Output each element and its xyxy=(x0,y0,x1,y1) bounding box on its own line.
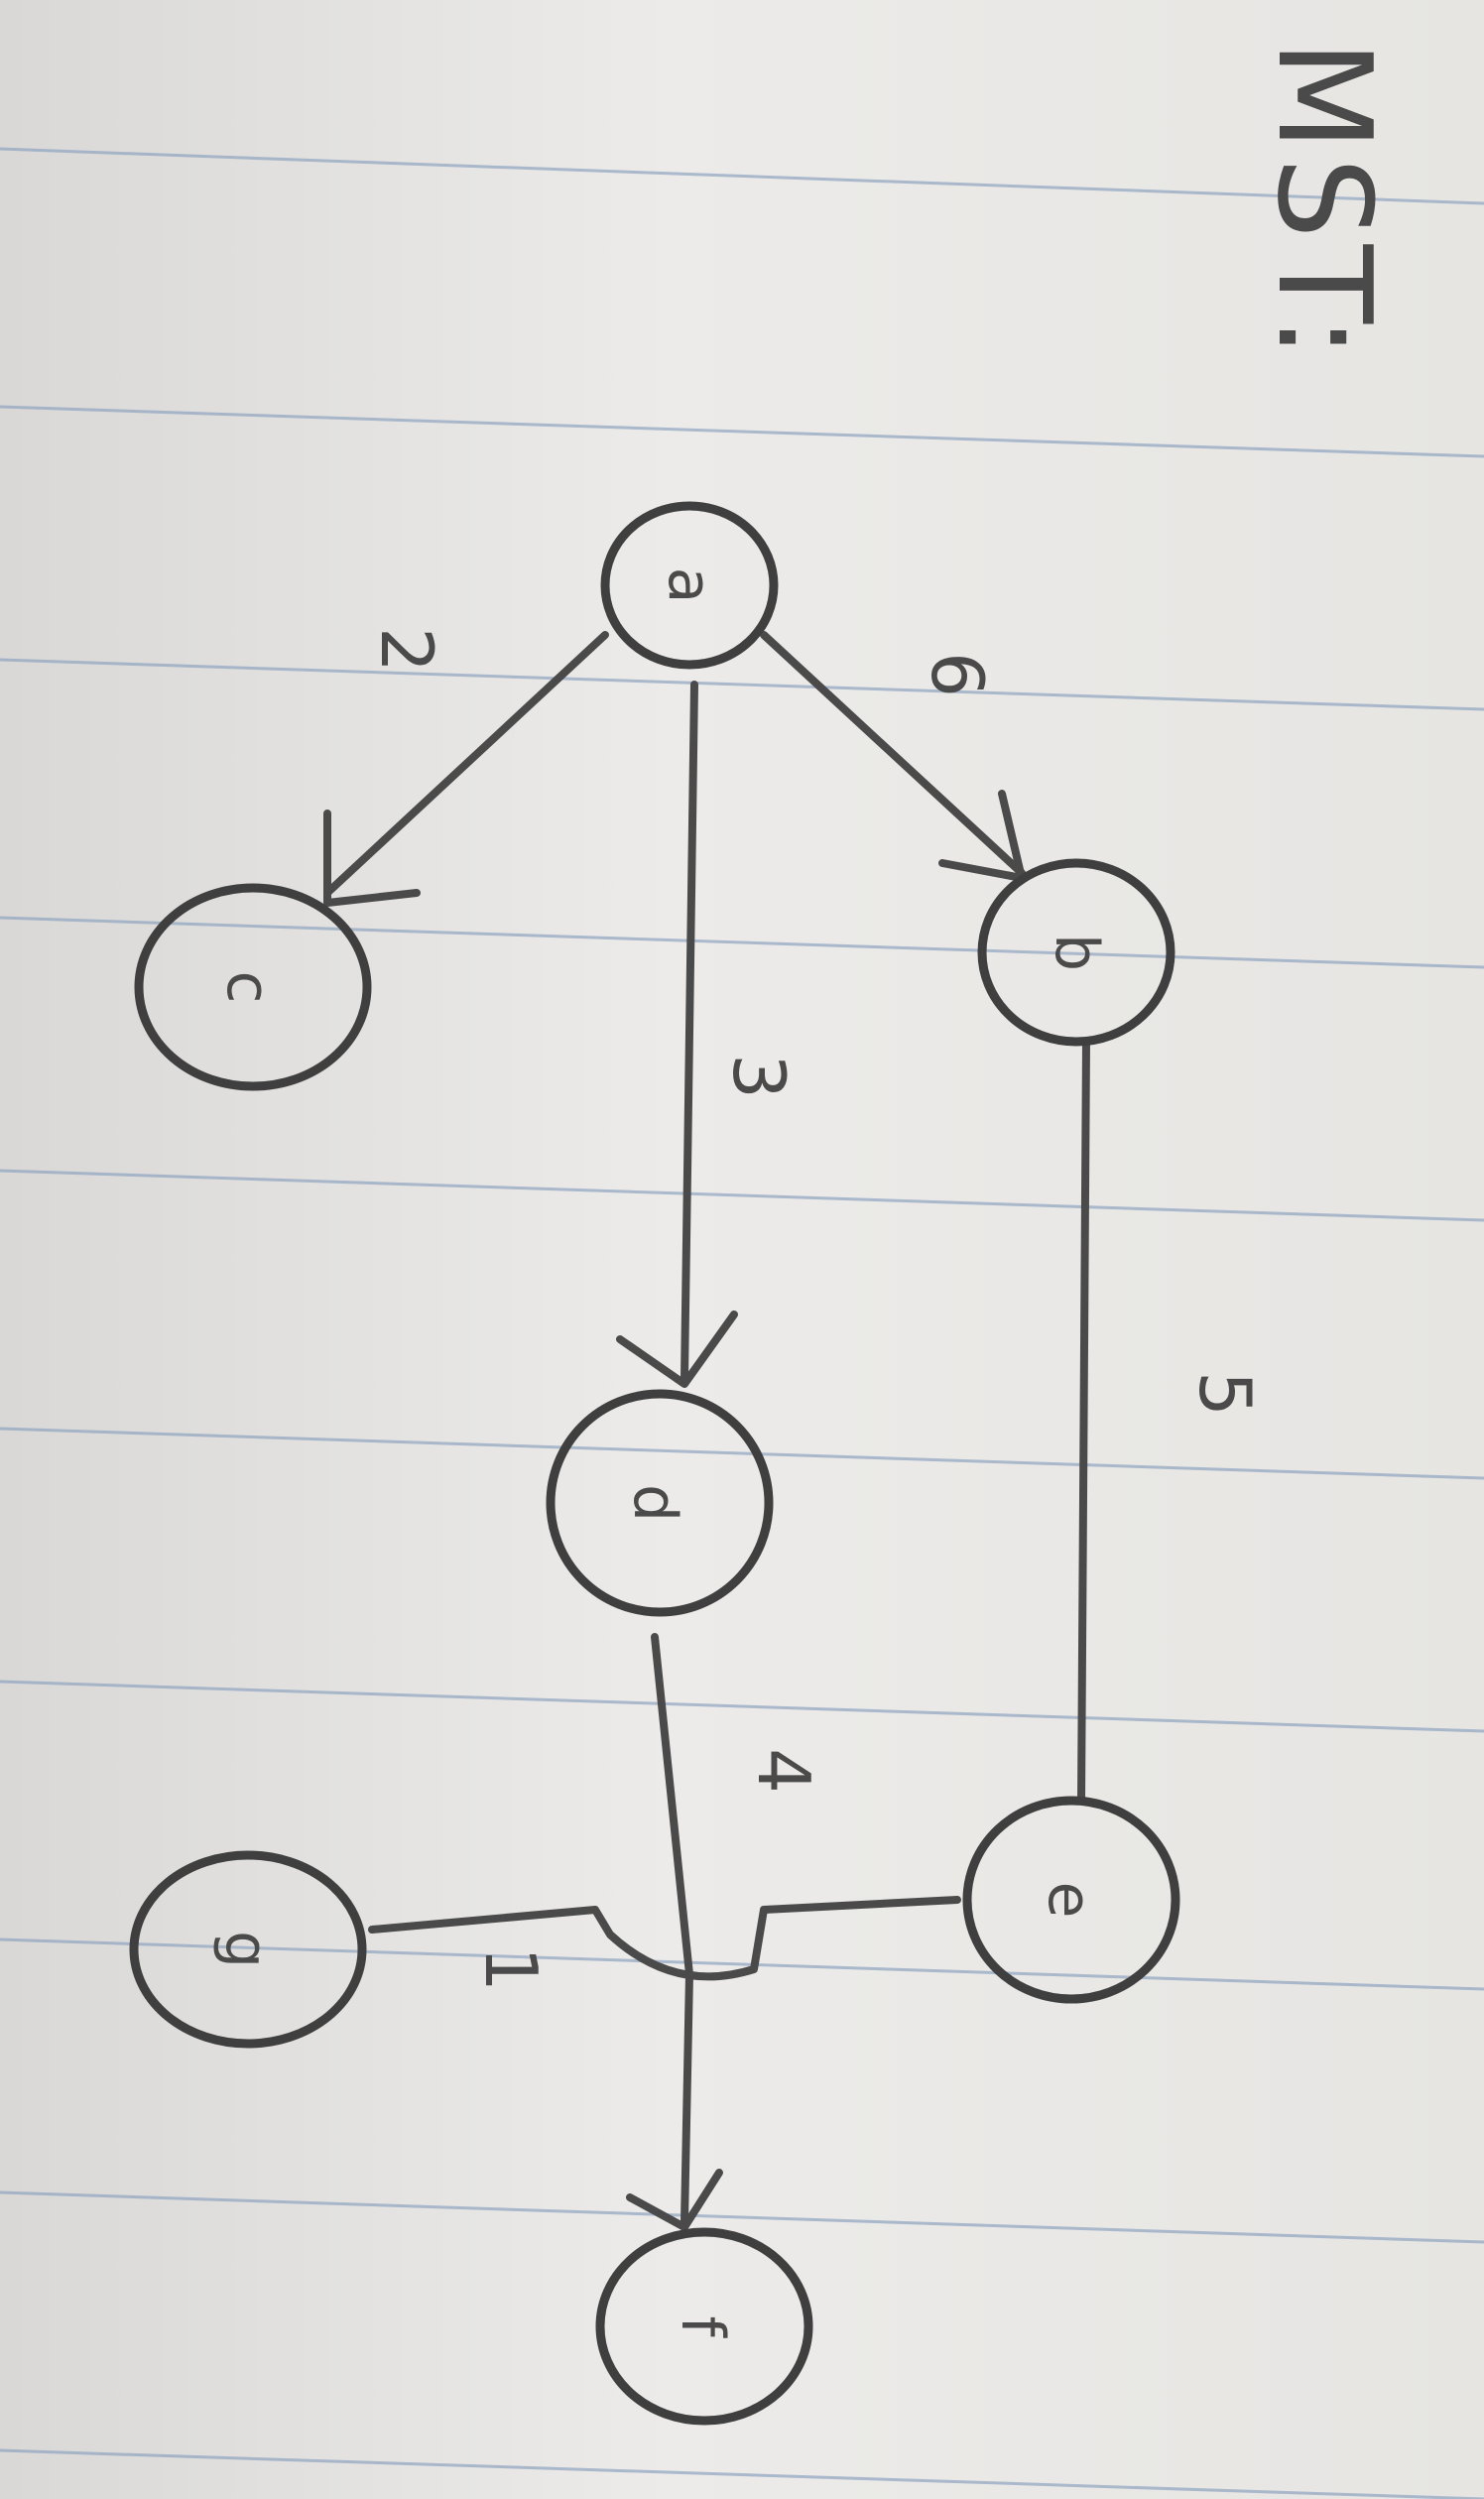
node-f: f xyxy=(595,2227,813,2426)
edge-weight-a-c: 2 xyxy=(365,627,448,673)
arrowhead-d-icon xyxy=(616,1311,738,1388)
node-e: e xyxy=(962,1796,1180,2004)
node-b-circle xyxy=(977,858,1175,1047)
node-a-circle xyxy=(600,501,779,670)
diagram-title: MST: xyxy=(1249,40,1400,365)
edge-weight-d-f: 4 xyxy=(742,1748,825,1794)
arrowhead-c-icon xyxy=(323,810,421,907)
edge-g-e xyxy=(368,1896,961,1981)
edge-weight-a-d: 3 xyxy=(717,1054,801,1099)
edge-a-b xyxy=(760,631,1026,877)
node-e-circle xyxy=(962,1796,1180,2004)
node-d-circle xyxy=(546,1389,774,1617)
node-b: b xyxy=(977,858,1175,1047)
node-d-label: d xyxy=(620,1484,689,1522)
node-d: d xyxy=(546,1389,774,1617)
node-c-circle xyxy=(134,883,372,1091)
edge-weight-g-e: 1 xyxy=(469,1946,553,1992)
edge-a-d xyxy=(680,681,698,1383)
node-g: g xyxy=(129,1850,367,2049)
node-g-label: g xyxy=(211,1931,281,1968)
ruled-lines xyxy=(0,147,1484,2499)
edge-weight-a-b: 6 xyxy=(916,652,999,697)
node-e-label: e xyxy=(1035,1882,1104,1919)
arrowhead-f-icon xyxy=(626,2169,723,2231)
node-b-label: b xyxy=(1042,934,1111,971)
node-f-label: f xyxy=(668,2315,737,2338)
node-c-label: c xyxy=(213,971,283,1004)
edge-d-f xyxy=(651,1633,693,2226)
node-g-circle xyxy=(129,1850,367,2049)
node-f-circle xyxy=(595,2227,813,2426)
edge-weights: 2 6 3 5 4 1 xyxy=(365,627,1267,1992)
node-a: a xyxy=(600,501,779,670)
edges xyxy=(323,631,1090,2231)
edge-a-c xyxy=(323,631,609,897)
edge-weight-b-e: 5 xyxy=(1183,1371,1267,1417)
edge-b-e xyxy=(1077,1038,1090,1805)
node-a-label: a xyxy=(655,567,724,604)
node-c: c xyxy=(134,883,372,1091)
